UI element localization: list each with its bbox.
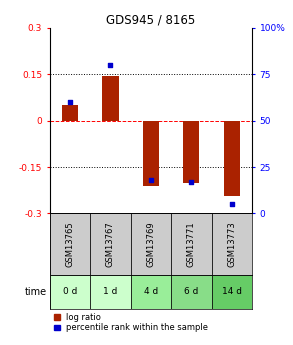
Point bbox=[229, 201, 234, 207]
Bar bbox=[183, 120, 200, 183]
Point bbox=[68, 99, 72, 105]
Text: time: time bbox=[24, 287, 47, 297]
Point bbox=[149, 177, 153, 183]
Bar bbox=[171, 214, 212, 275]
Bar bbox=[131, 214, 171, 275]
Bar bbox=[143, 120, 159, 186]
Point bbox=[108, 62, 113, 68]
Text: 1 d: 1 d bbox=[103, 287, 118, 296]
Bar bbox=[171, 275, 212, 308]
Text: GSM13767: GSM13767 bbox=[106, 221, 115, 267]
Bar bbox=[131, 275, 171, 308]
Bar bbox=[50, 214, 90, 275]
Legend: log ratio, percentile rank within the sample: log ratio, percentile rank within the sa… bbox=[54, 313, 209, 332]
Text: GSM13771: GSM13771 bbox=[187, 221, 196, 267]
Text: GSM13773: GSM13773 bbox=[227, 221, 236, 267]
Bar bbox=[102, 76, 119, 120]
Text: 4 d: 4 d bbox=[144, 287, 158, 296]
Text: 6 d: 6 d bbox=[184, 287, 199, 296]
Bar bbox=[90, 275, 131, 308]
Bar bbox=[212, 275, 252, 308]
Bar bbox=[212, 214, 252, 275]
Text: GSM13765: GSM13765 bbox=[66, 221, 74, 267]
Text: 14 d: 14 d bbox=[222, 287, 242, 296]
Bar bbox=[224, 120, 240, 196]
Bar bbox=[62, 105, 78, 120]
Bar bbox=[50, 275, 90, 308]
Point bbox=[189, 179, 194, 185]
Bar bbox=[90, 214, 131, 275]
Text: 0 d: 0 d bbox=[63, 287, 77, 296]
Title: GDS945 / 8165: GDS945 / 8165 bbox=[106, 13, 195, 27]
Text: GSM13769: GSM13769 bbox=[146, 221, 155, 267]
